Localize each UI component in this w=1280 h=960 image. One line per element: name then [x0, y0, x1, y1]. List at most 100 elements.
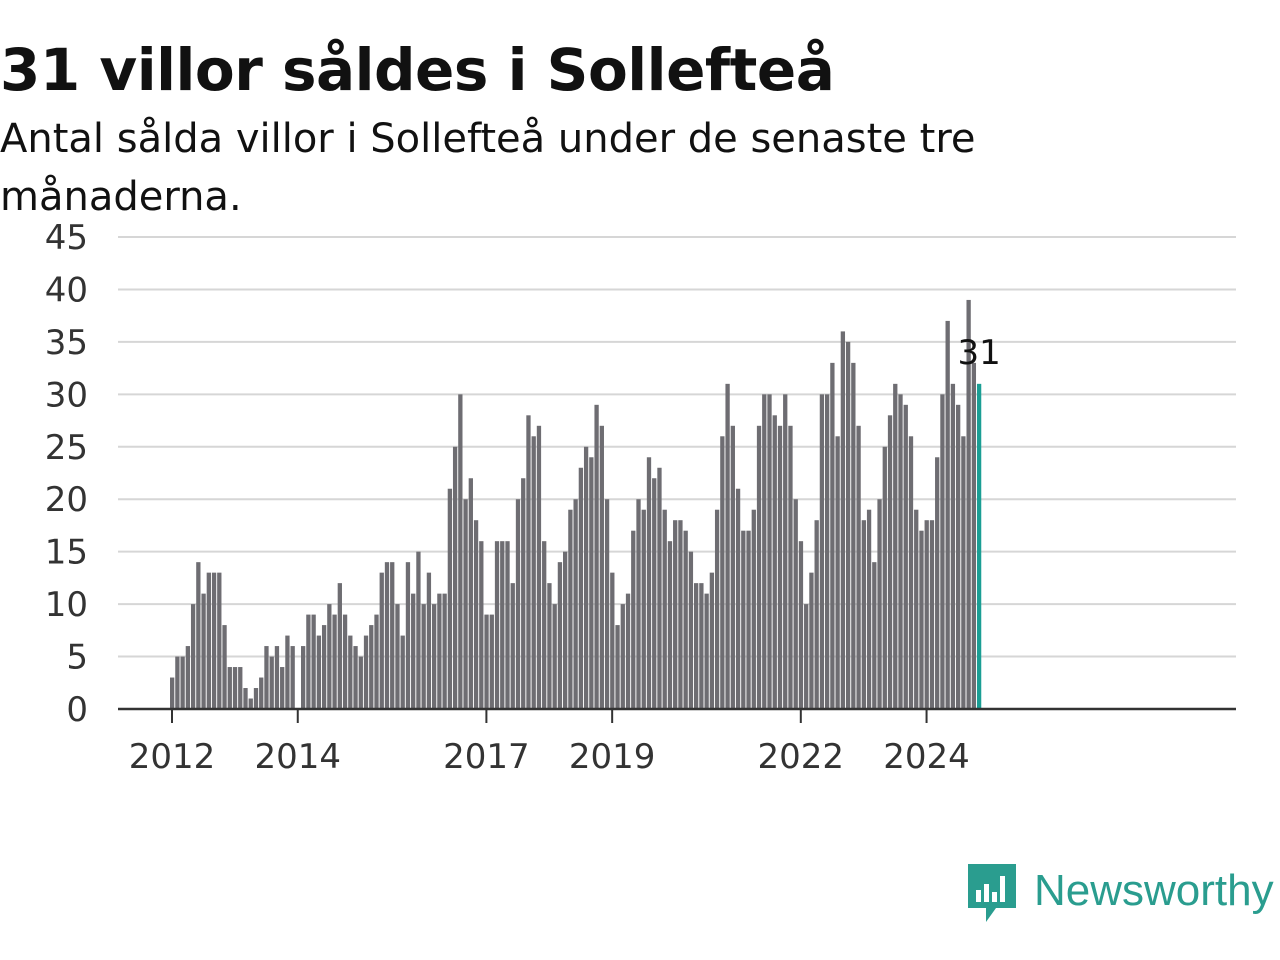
bar [604, 499, 610, 709]
bar [714, 509, 720, 709]
bar [217, 572, 222, 709]
bar [248, 698, 253, 709]
y-tick-label: 10 [45, 585, 88, 625]
annotations: 31 [957, 333, 1000, 373]
bar [363, 635, 369, 709]
bar [589, 457, 594, 709]
bar [447, 488, 453, 709]
bar [673, 520, 678, 709]
bar [206, 572, 211, 709]
bar [337, 583, 342, 709]
y-tick-label: 5 [66, 638, 88, 678]
bar [678, 520, 683, 709]
bar [935, 457, 940, 709]
bar [861, 520, 866, 709]
bar [222, 625, 227, 709]
bar [610, 572, 615, 709]
bar [636, 499, 641, 709]
bar [510, 583, 515, 709]
bar [170, 677, 175, 709]
bars [170, 299, 982, 709]
bar [788, 425, 793, 709]
bar [683, 530, 688, 709]
bar [211, 572, 217, 709]
bar [840, 331, 846, 709]
chart-title: 31 villor såldes i Sollefteå [0, 36, 835, 104]
bar [950, 383, 956, 709]
bar [500, 541, 505, 709]
bar [793, 499, 798, 709]
bar [804, 604, 809, 709]
bar [652, 478, 657, 709]
bar [872, 562, 877, 709]
bar [961, 436, 966, 709]
bar [290, 646, 295, 709]
bar [667, 541, 673, 709]
bar [845, 341, 851, 709]
bar [557, 562, 563, 709]
x-tick-label: 2019 [569, 737, 656, 777]
bar [395, 604, 400, 709]
y-tick-label: 15 [45, 533, 88, 573]
newsworthy-logo: Newsworthy [964, 862, 1274, 926]
bar [971, 362, 977, 709]
bar [772, 415, 777, 709]
bar [720, 436, 725, 709]
bar [227, 667, 232, 709]
bar [887, 415, 893, 709]
y-tick-label: 45 [45, 218, 88, 258]
bar [919, 530, 924, 709]
bar [306, 614, 311, 709]
bar [783, 394, 788, 709]
bar [730, 425, 735, 709]
bar [379, 572, 384, 709]
bar [725, 383, 730, 709]
bar [190, 604, 196, 709]
bar [924, 520, 929, 709]
bar [594, 404, 599, 709]
bar [956, 404, 961, 709]
bar [578, 467, 584, 709]
bar [400, 635, 405, 709]
bar [746, 530, 751, 709]
bar [526, 415, 531, 709]
bar [531, 436, 536, 709]
bar [620, 604, 625, 709]
bar [390, 562, 395, 709]
bar [662, 509, 667, 709]
bar [405, 562, 411, 709]
bar [856, 425, 861, 709]
bar [625, 593, 631, 709]
bar [573, 499, 578, 709]
bar [259, 677, 264, 709]
bar [929, 520, 935, 709]
bar [699, 583, 704, 709]
bar [709, 572, 715, 709]
x-tick-label: 2017 [443, 737, 530, 777]
bar [615, 625, 620, 709]
newsworthy-logo-text: Newsworthy [1034, 866, 1274, 915]
bar [908, 436, 914, 709]
highlight-value-label: 31 [957, 333, 1000, 373]
bar [196, 562, 201, 709]
bar [489, 614, 494, 709]
y-tick-label: 30 [45, 375, 88, 415]
bar [201, 593, 206, 709]
bar [756, 425, 762, 709]
bar [741, 530, 746, 709]
bar [269, 656, 274, 709]
y-tick-label: 25 [45, 428, 88, 468]
bar [175, 656, 180, 709]
bar [631, 530, 636, 709]
bar [494, 541, 500, 709]
bar [416, 551, 421, 709]
bar [348, 635, 353, 709]
bar [688, 551, 694, 709]
y-tick-label: 0 [66, 690, 88, 730]
bar [704, 593, 709, 709]
bar [463, 499, 468, 709]
bar [825, 394, 830, 709]
bar [798, 541, 804, 709]
y-tick-label: 40 [45, 270, 88, 310]
bar-highlight [976, 383, 982, 709]
